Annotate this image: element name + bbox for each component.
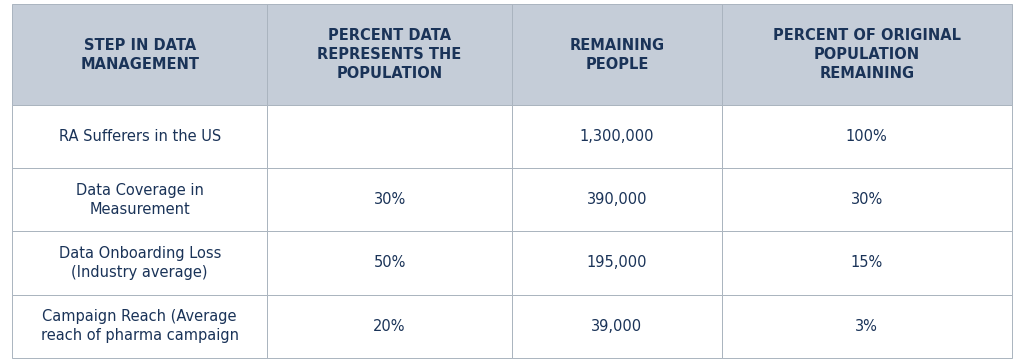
- Bar: [267, 105, 512, 168]
- Bar: [12, 4, 267, 105]
- Text: 50%: 50%: [374, 256, 406, 270]
- Bar: [267, 231, 512, 295]
- Text: Campaign Reach (Average
reach of pharma campaign: Campaign Reach (Average reach of pharma …: [41, 309, 239, 343]
- Text: PERCENT DATA
REPRESENTS THE
POPULATION: PERCENT DATA REPRESENTS THE POPULATION: [317, 28, 462, 81]
- Text: RA Sufferers in the US: RA Sufferers in the US: [58, 129, 221, 144]
- Text: PERCENT OF ORIGINAL
POPULATION
REMAINING: PERCENT OF ORIGINAL POPULATION REMAINING: [773, 28, 961, 81]
- Bar: [267, 168, 512, 231]
- Bar: [12, 295, 267, 358]
- Bar: [267, 4, 512, 105]
- Text: 30%: 30%: [851, 192, 883, 207]
- Text: 390,000: 390,000: [587, 192, 647, 207]
- Bar: [722, 105, 1012, 168]
- Bar: [267, 295, 512, 358]
- Text: STEP IN DATA
MANAGEMENT: STEP IN DATA MANAGEMENT: [80, 38, 200, 72]
- Bar: [512, 105, 722, 168]
- Bar: [12, 168, 267, 231]
- Text: REMAINING
PEOPLE: REMAINING PEOPLE: [569, 38, 665, 72]
- Bar: [512, 168, 722, 231]
- Text: Data Onboarding Loss
(Industry average): Data Onboarding Loss (Industry average): [58, 246, 221, 280]
- Bar: [722, 4, 1012, 105]
- Bar: [722, 295, 1012, 358]
- Text: 100%: 100%: [846, 129, 888, 144]
- Bar: [12, 231, 267, 295]
- Bar: [722, 231, 1012, 295]
- Text: 195,000: 195,000: [587, 256, 647, 270]
- Text: 1,300,000: 1,300,000: [580, 129, 654, 144]
- Bar: [512, 4, 722, 105]
- Text: 15%: 15%: [851, 256, 883, 270]
- Bar: [512, 231, 722, 295]
- Bar: [512, 295, 722, 358]
- Text: 39,000: 39,000: [592, 319, 642, 333]
- Bar: [722, 168, 1012, 231]
- Text: Data Coverage in
Measurement: Data Coverage in Measurement: [76, 183, 204, 217]
- Text: 3%: 3%: [855, 319, 879, 333]
- Text: 30%: 30%: [374, 192, 406, 207]
- Bar: [12, 105, 267, 168]
- Text: 20%: 20%: [374, 319, 406, 333]
